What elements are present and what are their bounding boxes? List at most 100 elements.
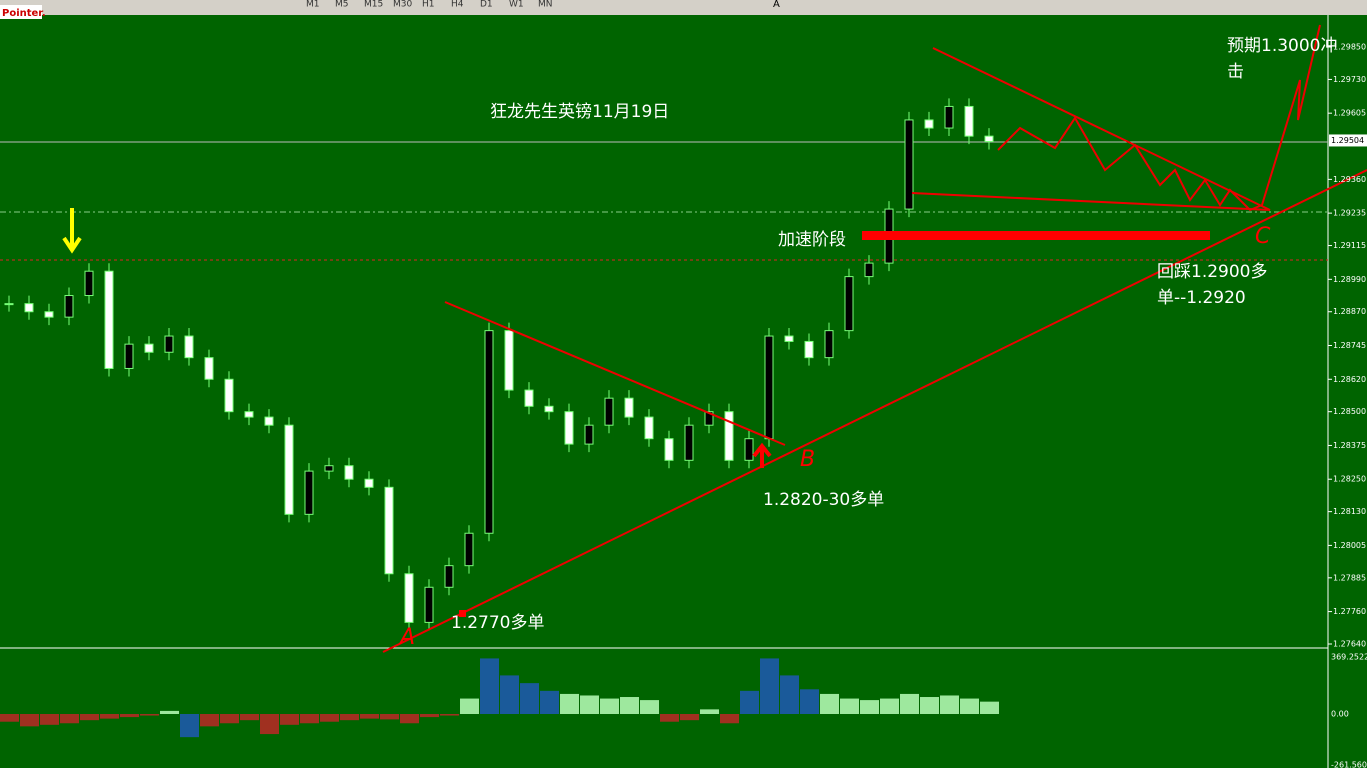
candle	[464, 532, 474, 567]
osc-bar	[980, 701, 999, 714]
osc-bar	[540, 690, 559, 714]
candle	[4, 303, 14, 306]
osc-bar	[200, 714, 219, 727]
candle	[364, 478, 374, 488]
candle	[804, 340, 814, 359]
candle	[184, 335, 194, 359]
annotation: 回踩1.2900多	[1157, 262, 1267, 282]
chart-title: 狂龙先生英镑11月19日	[490, 102, 669, 122]
candle	[704, 411, 714, 426]
candle	[664, 438, 674, 461]
osc-bar	[220, 714, 239, 724]
text-tool[interactable]: A	[773, 0, 780, 10]
axis-label: 1.28375	[1333, 441, 1366, 450]
marker	[459, 610, 466, 617]
axis-label: 1.28250	[1333, 475, 1366, 484]
axis-label: 1.27760	[1333, 607, 1366, 616]
osc-bar	[620, 697, 639, 714]
axis-label: 1.29730	[1333, 75, 1366, 84]
candle	[564, 411, 574, 445]
osc-bar	[280, 714, 299, 725]
osc-bar	[680, 714, 699, 721]
candle	[824, 330, 834, 359]
annotation: 加速阶段	[778, 230, 846, 250]
candle	[124, 343, 134, 369]
osc-bar	[400, 714, 419, 724]
osc-bar	[320, 714, 339, 722]
osc-bar	[580, 695, 599, 714]
candle	[504, 330, 514, 391]
timeframe-button[interactable]: M15	[364, 0, 383, 10]
candle	[324, 465, 334, 472]
osc-bar	[900, 693, 919, 714]
osc-bar	[0, 714, 19, 722]
candle	[64, 295, 74, 318]
candle	[904, 119, 914, 210]
candle	[524, 389, 534, 407]
candle	[244, 411, 254, 418]
osc-bar	[160, 710, 179, 714]
candle	[104, 270, 114, 369]
osc-bar	[640, 700, 659, 714]
candle	[764, 335, 774, 440]
timeframe-button[interactable]: H1	[422, 0, 435, 10]
osc-bar	[820, 693, 839, 714]
candle	[424, 586, 434, 623]
timeframe-button[interactable]: H4	[451, 0, 464, 10]
axis-label: 1.28990	[1333, 275, 1366, 284]
candle	[84, 270, 94, 297]
candle	[924, 119, 934, 129]
axis-label: 1.28500	[1333, 407, 1366, 416]
candle	[44, 311, 54, 318]
osc-bar	[260, 714, 279, 735]
osc-bar	[600, 698, 619, 714]
timeframe-button[interactable]: M5	[335, 0, 349, 10]
annotation: 1.2820-30多单	[763, 490, 884, 510]
point-label: C	[1255, 224, 1271, 249]
osc-bar	[700, 709, 719, 714]
candle	[644, 416, 654, 440]
candle	[784, 335, 794, 342]
axis-label: 1.29850	[1333, 43, 1366, 52]
osc-bar	[40, 714, 59, 725]
axis-label: 1.28620	[1333, 375, 1366, 384]
axis-label: 1.29605	[1333, 109, 1366, 118]
osc-bar	[940, 695, 959, 714]
candle	[684, 424, 694, 461]
osc-bar	[360, 714, 379, 719]
down-arrow	[62, 208, 82, 254]
candle	[544, 405, 554, 413]
osc-bar	[120, 714, 139, 718]
trend-lines	[382, 24, 1367, 653]
annotation: 1.2770多单	[451, 613, 544, 633]
timeframe-button[interactable]: D1	[480, 0, 493, 10]
osc-bar	[420, 714, 439, 718]
osc-label: -261.560	[1331, 761, 1367, 768]
annotation: 击	[1227, 62, 1244, 82]
osc-bar	[660, 714, 679, 722]
candle	[24, 303, 34, 313]
osc-bar	[140, 714, 159, 716]
candle	[444, 565, 454, 588]
candle	[744, 438, 754, 461]
timeframe-button[interactable]: M30	[393, 0, 412, 10]
timeframe-button[interactable]: MN	[538, 0, 553, 10]
osc-bar	[500, 675, 519, 714]
candle	[404, 573, 414, 623]
axis-label: 1.29360	[1333, 175, 1366, 184]
osc-bar	[480, 658, 499, 714]
current-price: 1.29504	[1331, 136, 1364, 145]
osc-bar	[860, 700, 879, 714]
candle	[984, 135, 994, 143]
osc-bar	[380, 714, 399, 720]
candle	[264, 416, 274, 426]
osc-bar	[920, 697, 939, 714]
candle	[964, 105, 974, 137]
candle	[144, 343, 154, 353]
timeframe-button[interactable]: M1	[306, 0, 320, 10]
candle	[204, 357, 214, 380]
timeframe-button[interactable]: W1	[509, 0, 524, 10]
osc-bar	[440, 714, 459, 716]
point-label: A	[398, 625, 415, 650]
